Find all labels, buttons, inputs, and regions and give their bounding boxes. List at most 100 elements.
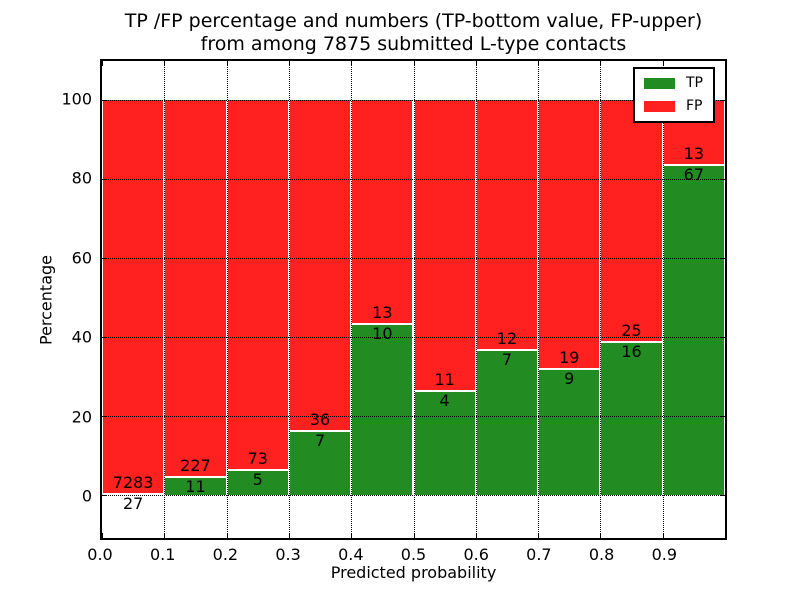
- vertical-gridline: [475, 61, 477, 538]
- legend-entry-fp: FP: [644, 99, 703, 113]
- x-tick-mark: [102, 533, 103, 538]
- y-tick-mark: [102, 494, 107, 496]
- x-axis-label: Predicted probability: [330, 563, 497, 582]
- y-tick-mark: [720, 336, 725, 338]
- fp-count-label: 36: [309, 410, 331, 430]
- horizontal-gridline: [102, 336, 725, 338]
- y-tick-label: 20: [71, 407, 92, 427]
- tp-count-label: 27: [122, 494, 144, 514]
- x-tick-mark: [662, 61, 664, 66]
- fp-count-label: 13: [683, 144, 705, 164]
- fp-segment: [227, 100, 288, 470]
- bars-band: [102, 100, 725, 495]
- x-tick-mark: [475, 533, 477, 538]
- chart-title-line1: TP /FP percentage and numbers (TP-bottom…: [124, 10, 703, 32]
- x-tick-labels: 0.0 0.1 0.2 0.3 0.4 0.5 0.6 0.7 0.8 0.9: [87, 545, 727, 564]
- x-tick-mark: [288, 61, 290, 66]
- fp-segment: [103, 100, 164, 494]
- fp-segment: [539, 100, 600, 368]
- stacked-bar: [476, 100, 538, 495]
- x-tick-label: 0.7: [526, 545, 552, 564]
- x-tick-label: 0.5: [400, 545, 427, 564]
- stacked-bar: [227, 100, 288, 495]
- x-tick-mark: [600, 61, 602, 66]
- stacked-bar: [601, 100, 662, 495]
- x-tick-mark: [413, 533, 415, 538]
- tp-segment: [352, 323, 413, 495]
- x-tick-mark: [538, 533, 540, 538]
- x-tick-label: 0.1: [149, 545, 176, 564]
- tp-count-label: 7: [501, 350, 513, 370]
- legend-swatch-tp-icon: [644, 77, 675, 89]
- legend-label-fp: FP: [686, 98, 703, 114]
- fp-count-label: 12: [496, 329, 518, 349]
- tp-segment: [165, 476, 226, 495]
- x-tick-mark: [164, 61, 166, 66]
- fp-count-label: 13: [372, 303, 393, 323]
- y-tick-mark: [720, 415, 725, 417]
- legend-swatch-fp-icon: [644, 100, 675, 112]
- legend: TP FP: [633, 67, 715, 123]
- horizontal-gridline: [102, 179, 725, 181]
- tp-count-label: 11: [185, 477, 206, 497]
- horizontal-gridline: [102, 100, 725, 102]
- horizontal-gridline: [102, 494, 725, 496]
- fp-segment: [289, 100, 351, 431]
- y-tick-mark: [102, 258, 107, 260]
- tp-segment: [476, 349, 538, 495]
- x-tick-label: 0.4: [338, 545, 364, 564]
- x-tick-mark: [288, 533, 290, 538]
- chart-title-line2: from among 7875 submitted L-type contact…: [200, 33, 627, 55]
- y-tick-mark: [102, 336, 107, 338]
- fp-count-label: 7283: [112, 473, 154, 493]
- vertical-gridline: [413, 61, 415, 538]
- vertical-gridline: [538, 61, 540, 538]
- y-tick-mark: [720, 179, 725, 181]
- x-tick-mark: [226, 61, 228, 66]
- fp-count-label: 227: [180, 456, 211, 476]
- fp-count-label: 11: [434, 369, 455, 389]
- tp-count-label: 9: [564, 368, 575, 388]
- legend-entry-tp: TP: [644, 76, 703, 90]
- chart-title: TP /FP percentage and numbers (TP-bottom…: [100, 10, 727, 56]
- x-tick-mark: [413, 61, 415, 66]
- tp-count-label: 16: [621, 341, 642, 361]
- x-tick-mark: [164, 533, 166, 538]
- tp-segment: [414, 389, 475, 495]
- vertical-gridline: [600, 61, 602, 538]
- stacked-bar: [352, 100, 413, 495]
- y-tick-label: 40: [71, 327, 92, 347]
- horizontal-gridline: [102, 258, 725, 260]
- vertical-gridline: [351, 61, 353, 538]
- tp-segment: [289, 430, 351, 495]
- horizontal-gridline: [102, 415, 725, 417]
- stacked-bar: [539, 100, 600, 495]
- y-tick-labels: 0 20 40 60 80 100: [0, 59, 92, 540]
- stacked-bar: [165, 100, 226, 495]
- x-tick-label: 0.9: [651, 545, 678, 564]
- fp-segment: [165, 100, 226, 477]
- stacked-bar: [289, 100, 351, 495]
- y-tick-label: 60: [71, 248, 92, 268]
- x-tick-label: 0.2: [212, 545, 239, 564]
- fp-count-label: 73: [247, 449, 268, 469]
- tp-segment: [103, 492, 164, 495]
- x-tick-mark: [351, 61, 353, 66]
- legend-label-tp: TP: [686, 75, 703, 91]
- tp-count-label: 10: [372, 324, 393, 344]
- tp-count-label: 5: [252, 470, 263, 490]
- x-tick-label: 0.8: [588, 545, 615, 564]
- tp-segment: [601, 340, 662, 495]
- tp-count-label: 7: [314, 431, 326, 451]
- vertical-gridline: [288, 61, 290, 538]
- y-tick-mark: [720, 258, 725, 260]
- y-tick-mark: [720, 494, 725, 496]
- fp-count-label: 25: [621, 320, 642, 340]
- x-tick-mark: [475, 61, 477, 66]
- x-tick-label: 0.6: [463, 545, 489, 564]
- x-tick-mark: [226, 533, 228, 538]
- x-tick-mark: [351, 533, 353, 538]
- x-tick-mark: [600, 533, 602, 538]
- fp-count-label: 19: [559, 347, 580, 367]
